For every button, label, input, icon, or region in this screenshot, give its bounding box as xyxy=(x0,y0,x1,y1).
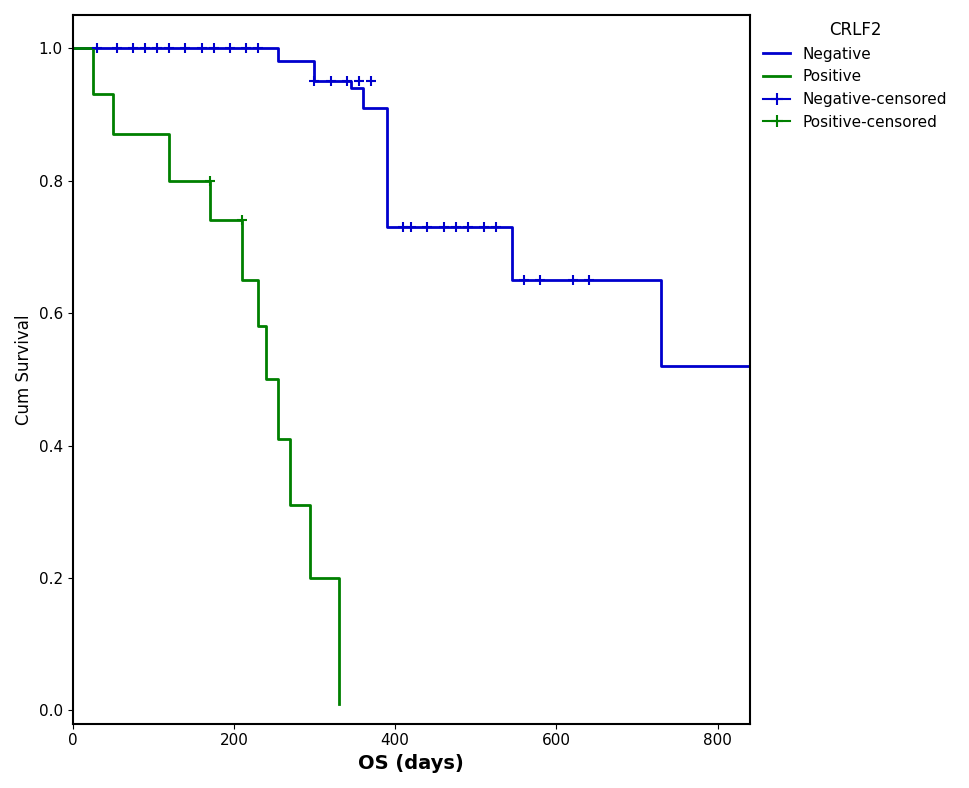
Legend: Negative, Positive, Negative-censored, Positive-censored: Negative, Positive, Negative-censored, P… xyxy=(757,15,953,136)
Y-axis label: Cum Survival: Cum Survival xyxy=(15,314,33,425)
X-axis label: OS (days): OS (days) xyxy=(359,754,464,773)
